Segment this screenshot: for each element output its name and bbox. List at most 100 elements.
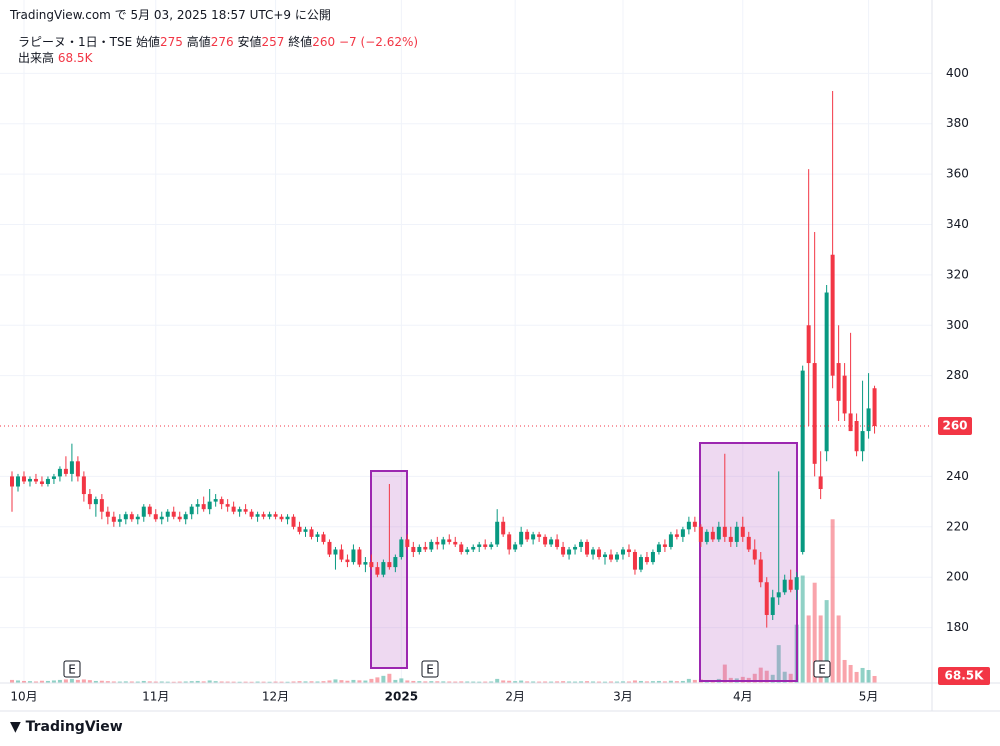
volume-bar <box>345 680 350 683</box>
volume-bar <box>393 679 398 683</box>
volume-bar <box>171 681 176 683</box>
candle-body <box>483 544 488 547</box>
volume-bar <box>63 679 68 683</box>
volume-bar <box>423 681 428 683</box>
volume-bar <box>273 681 278 683</box>
earnings-box[interactable] <box>421 660 439 678</box>
volume-bar <box>417 681 422 683</box>
volume-bar <box>213 681 218 683</box>
y-tick-label: 380 <box>946 116 969 130</box>
volume-bar <box>603 681 608 683</box>
candle-body <box>309 529 314 537</box>
candle-body <box>609 554 613 560</box>
candle-body <box>650 552 655 563</box>
candle-body <box>285 516 290 520</box>
volume-bar <box>776 645 781 683</box>
volume-bar <box>429 681 434 683</box>
candle-body <box>465 549 470 552</box>
volume-bar <box>800 575 805 683</box>
candle-body <box>105 511 110 517</box>
volume-bar <box>189 681 194 683</box>
volume-bar <box>285 681 290 683</box>
candle-body <box>189 506 194 515</box>
open-label: 始値 <box>136 35 161 49</box>
volume-bar <box>459 681 464 683</box>
volume-bar <box>591 681 596 683</box>
change-pct: (−2.62%) <box>360 35 419 49</box>
candle-body <box>87 494 92 505</box>
volume-bar <box>237 681 242 683</box>
volume-bar <box>477 681 482 683</box>
volume-bar <box>309 681 314 683</box>
volume-bar <box>177 681 182 683</box>
earnings-box[interactable] <box>63 660 81 678</box>
candle-body <box>51 476 56 479</box>
last-price-tag <box>938 417 972 436</box>
y-tick-label: 320 <box>946 267 969 281</box>
volume-bar <box>369 678 374 683</box>
volume-bar <box>261 681 266 683</box>
y-tick-label: 340 <box>946 217 969 231</box>
volume-bar <box>770 674 775 683</box>
candle-body <box>501 521 506 535</box>
last-volume-label: 68.5K <box>945 668 985 682</box>
candle-body <box>698 526 703 542</box>
candle-body <box>279 516 284 520</box>
candle-body <box>734 526 739 542</box>
volume-bar <box>465 681 470 683</box>
axes: 180 200 220 240 280 300 320 340 360 380 400 10月 11月 1… <box>0 66 990 704</box>
volume-bar <box>453 681 458 683</box>
last-volume-tag <box>938 666 990 685</box>
candle-body <box>99 499 104 512</box>
symbol: ラピーヌ・1日・TSE <box>18 35 133 49</box>
candle-body <box>656 544 661 552</box>
candle-body <box>213 499 218 502</box>
legend-row: ラピーヌ・1日・TSE 始値275 高値276 安値257 終値260 −7 (… <box>18 34 418 50</box>
volume-bar <box>495 678 500 683</box>
x-tick-label: 12月 <box>262 690 289 704</box>
candle-body <box>692 521 697 527</box>
candle-body <box>177 516 182 520</box>
candle-body <box>866 408 871 432</box>
y-tick-label: 400 <box>946 66 969 80</box>
volume-bar <box>351 679 356 683</box>
candle-body <box>231 506 236 512</box>
candle-body <box>429 541 434 550</box>
volume-bar <box>243 681 248 683</box>
candle-body <box>267 514 272 517</box>
candle-body <box>638 557 643 570</box>
volume-bar <box>159 681 164 683</box>
candle-body <box>740 526 745 537</box>
earnings-box[interactable] <box>813 660 831 678</box>
volume-bar <box>15 680 20 683</box>
y-tick-label: 300 <box>946 318 969 332</box>
volume-bar <box>866 670 871 683</box>
candle-body <box>153 514 158 520</box>
volume-bar <box>441 681 446 683</box>
volume-bar <box>471 681 476 683</box>
volume-bar <box>117 681 122 683</box>
volume-bar <box>87 680 92 683</box>
candle-body <box>387 562 392 568</box>
close-value: 260 <box>312 35 336 49</box>
candle-body <box>57 468 62 477</box>
candle-body <box>764 582 769 615</box>
header: TradingView.com で 5月 03, 2025 18:57 UTC+… <box>10 8 331 22</box>
volume-bar <box>39 680 44 683</box>
candle-body <box>758 559 763 583</box>
candle-body <box>243 509 248 512</box>
candle-body <box>381 562 386 575</box>
volume-bar <box>183 681 188 683</box>
candles <box>10 90 877 628</box>
candle-body <box>513 544 518 550</box>
y-tick-label: 240 <box>946 469 969 483</box>
candle-body <box>345 559 350 563</box>
volume-bar <box>99 680 104 683</box>
volume-bar <box>585 681 590 683</box>
volume-bar <box>75 679 80 683</box>
volume-bar <box>315 681 320 683</box>
volume-bar <box>620 681 625 683</box>
candle-body <box>63 468 68 474</box>
volume-bar <box>363 680 368 683</box>
volume-bar <box>525 681 530 683</box>
